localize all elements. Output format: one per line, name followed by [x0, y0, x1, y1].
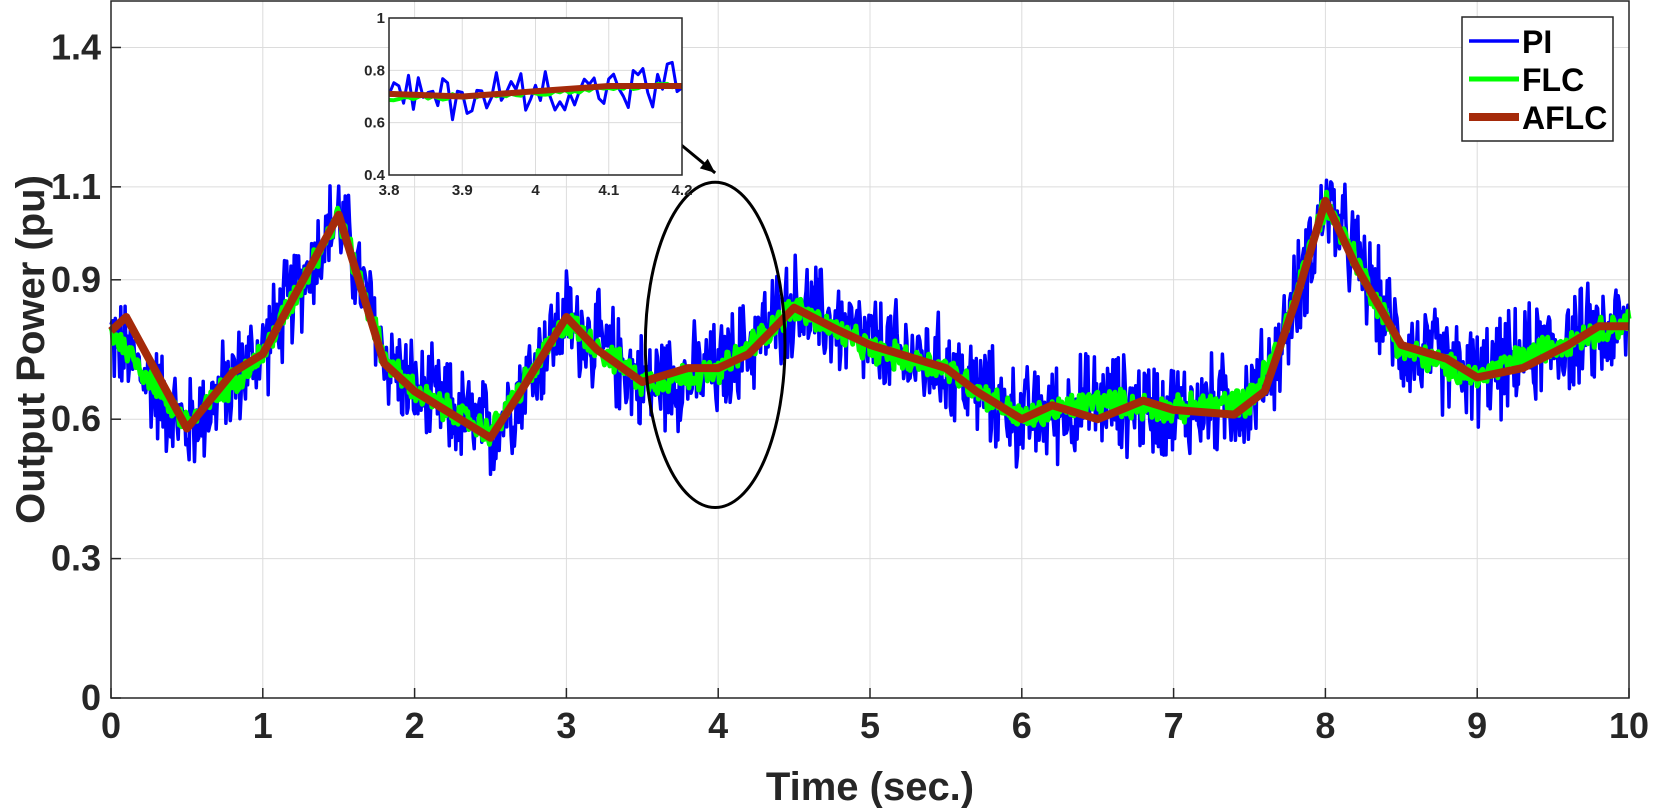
x-tick-label: 2	[405, 705, 425, 746]
x-tick-label: 8	[1315, 705, 1335, 746]
zoom-ellipse	[643, 180, 787, 509]
inset-series-line-aflc	[389, 83, 682, 100]
y-tick-label: 0	[81, 677, 101, 718]
inset-y-tick-label: 1	[377, 10, 385, 27]
series-lines	[108, 178, 1632, 477]
inset-plot: 3.8 3.9 4 4.1 4.2 0.4 0.6 0.8 1	[364, 10, 692, 199]
legend-label-flc: FLC	[1522, 62, 1584, 98]
x-axis-title: Time (sec.)	[766, 765, 974, 808]
x-tick-label: 7	[1164, 705, 1184, 746]
x-tick-label: 4	[708, 705, 728, 746]
inset-x-tick-label: 4	[531, 182, 540, 199]
legend-label-pi: PI	[1522, 24, 1552, 60]
x-tick-label: 3	[556, 705, 576, 746]
inset-series-line-pi	[389, 60, 682, 122]
zoom-arrow-head	[699, 158, 716, 173]
x-tick-label: 6	[1012, 705, 1032, 746]
inset-x-tick-label: 4.2	[672, 182, 693, 199]
y-tick-label: 1.4	[51, 26, 101, 67]
inset-x-tick-label: 4.1	[598, 182, 619, 199]
series-line-aflc	[108, 196, 1629, 442]
x-tick-label: 5	[860, 705, 880, 746]
inset-y-tick-label: 0.4	[364, 167, 386, 184]
x-tick-label: 9	[1467, 705, 1487, 746]
x-tick-label: 10	[1609, 705, 1649, 746]
y-tick-label: 0.9	[51, 259, 101, 300]
inset-y-tick-label: 0.8	[364, 62, 385, 79]
y-axis-title: Output Power (pu)	[9, 175, 53, 524]
legend-label-aflc: AFLC	[1522, 100, 1607, 136]
inset-frame	[388, 17, 683, 176]
y-tick-label: 1.1	[51, 166, 101, 207]
x-tick-label: 1	[253, 705, 273, 746]
y-tick-label: 0.6	[51, 398, 101, 439]
axis-ticks: 0 1 2 3 4 5 6 7 8 9 10 0 0.3 0.6 0.9 1.1 1.4	[51, 26, 1649, 746]
inset-x-tick-label: 3.9	[452, 182, 473, 199]
inset-x-tick-label: 3.8	[379, 182, 400, 199]
x-tick-label: 0	[101, 705, 121, 746]
y-tick-label: 0.3	[51, 538, 101, 579]
inset-y-tick-label: 0.6	[364, 115, 385, 132]
